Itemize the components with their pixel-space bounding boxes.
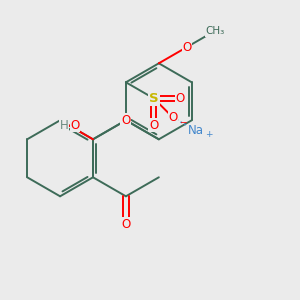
- Text: O: O: [121, 114, 130, 127]
- Text: O: O: [182, 40, 191, 54]
- Text: O: O: [70, 118, 80, 131]
- Text: S: S: [149, 92, 159, 105]
- Text: O: O: [121, 218, 130, 231]
- Text: O: O: [168, 111, 178, 124]
- Text: CH₃: CH₃: [205, 26, 224, 36]
- Text: −: −: [179, 117, 186, 126]
- Text: H: H: [60, 118, 68, 131]
- Text: Na: Na: [188, 124, 204, 137]
- Text: +: +: [205, 130, 212, 139]
- Text: O: O: [149, 118, 158, 131]
- Text: O: O: [176, 92, 185, 105]
